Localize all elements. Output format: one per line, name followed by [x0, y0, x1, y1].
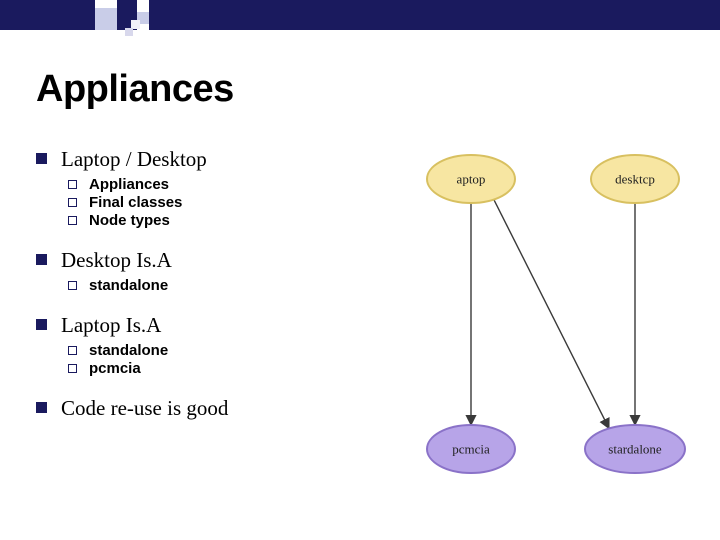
outline-item-l1: Code re-use is good	[36, 396, 371, 421]
outline-item-l1: Laptop Is.A	[36, 313, 371, 338]
diagram-node-label: pcmcia	[452, 442, 490, 457]
hollow-square-bullet-icon	[68, 198, 77, 207]
hollow-square-bullet-icon	[68, 346, 77, 355]
outline-item-l2: standalone	[68, 277, 371, 294]
decor-bar	[149, 0, 720, 30]
hollow-square-bullet-icon	[68, 281, 77, 290]
outline-item-l2: pcmcia	[68, 360, 371, 377]
outline-item-l2: Node types	[68, 212, 371, 229]
outline-text: Laptop / Desktop	[61, 147, 207, 172]
outline-text: standalone	[89, 277, 168, 294]
outline-item-l2: Appliances	[68, 176, 371, 193]
outline-column: Laptop / Desktop AppliancesFinal classesN…	[36, 147, 371, 497]
square-bullet-icon	[36, 402, 47, 413]
square-bullet-icon	[36, 153, 47, 164]
decor-square	[95, 8, 117, 30]
square-bullet-icon	[36, 319, 47, 330]
hollow-square-bullet-icon	[68, 364, 77, 373]
outline-text: Code re-use is good	[61, 396, 228, 421]
outline-item-l1: Desktop Is.A	[36, 248, 371, 273]
top-decoration	[0, 0, 720, 38]
decor-bar	[0, 0, 95, 30]
outline-text: Node types	[89, 212, 170, 229]
decor-square	[125, 28, 133, 36]
hollow-square-bullet-icon	[68, 180, 77, 189]
hollow-square-bullet-icon	[68, 216, 77, 225]
outline-text: Appliances	[89, 176, 169, 193]
diagram-edge	[494, 200, 609, 429]
outline-text: pcmcia	[89, 360, 141, 377]
outline-text: Laptop Is.A	[61, 313, 161, 338]
outline-item-l2: Final classes	[68, 194, 371, 211]
outline-item-l1: Laptop / Desktop	[36, 147, 371, 172]
diagram-node-label: desktcp	[615, 172, 655, 187]
diagram-node-label: stardalone	[608, 442, 662, 457]
square-bullet-icon	[36, 254, 47, 265]
outline-text: Final classes	[89, 194, 182, 211]
diagram-column: aptop desktcp pcmcia stardalone	[391, 147, 700, 497]
outline-text: standalone	[89, 342, 168, 359]
slide-content: Appliances Laptop / DesktopAppliancesFin…	[36, 68, 700, 497]
outline-text: Desktop Is.A	[61, 248, 172, 273]
diagram-node-label: aptop	[457, 172, 486, 187]
diagram-svg: aptop desktcp pcmcia stardalone	[391, 147, 700, 497]
outline-item-l2: standalone	[68, 342, 371, 359]
page-title: Appliances	[36, 68, 700, 111]
